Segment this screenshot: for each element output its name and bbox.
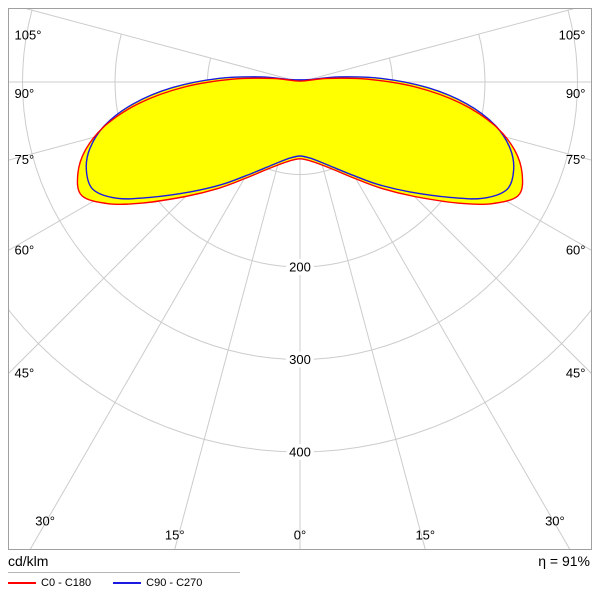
svg-text:200: 200: [289, 260, 311, 275]
units-label: cd/klm: [8, 553, 49, 569]
svg-text:30°: 30°: [545, 514, 565, 529]
svg-text:105°: 105°: [559, 28, 586, 43]
svg-text:30°: 30°: [35, 514, 55, 529]
svg-text:90°: 90°: [566, 86, 586, 101]
svg-text:400: 400: [289, 445, 311, 460]
polar-chart-canvas: 0° 15° 15° 30° 30° 45° 45° 60° 60° 75° 7…: [8, 8, 592, 550]
chart-footer: cd/klm η = 91% C0 - C180 C90 - C270: [0, 553, 600, 589]
legend-line-c90-icon: [113, 582, 142, 584]
svg-text:45°: 45°: [15, 366, 35, 381]
efficiency-label: η = 91%: [538, 553, 590, 569]
svg-text:15°: 15°: [415, 528, 435, 543]
svg-text:15°: 15°: [165, 528, 185, 543]
svg-text:75°: 75°: [566, 152, 586, 167]
legend-item-c0: C0 - C180: [8, 577, 91, 589]
legend-line-c0-icon: [8, 582, 36, 584]
svg-text:105°: 105°: [15, 28, 42, 43]
svg-text:60°: 60°: [15, 242, 35, 257]
legend-label-c0: C0 - C180: [41, 577, 92, 589]
legend: C0 - C180 C90 - C270: [8, 572, 240, 589]
svg-text:0°: 0°: [294, 528, 306, 543]
svg-text:75°: 75°: [15, 152, 35, 167]
legend-item-c90: C90 - C270: [113, 577, 202, 589]
svg-text:90°: 90°: [15, 86, 35, 101]
svg-text:45°: 45°: [566, 366, 586, 381]
svg-text:300: 300: [289, 352, 311, 367]
legend-label-c90: C90 - C270: [146, 577, 203, 589]
svg-text:60°: 60°: [566, 242, 586, 257]
